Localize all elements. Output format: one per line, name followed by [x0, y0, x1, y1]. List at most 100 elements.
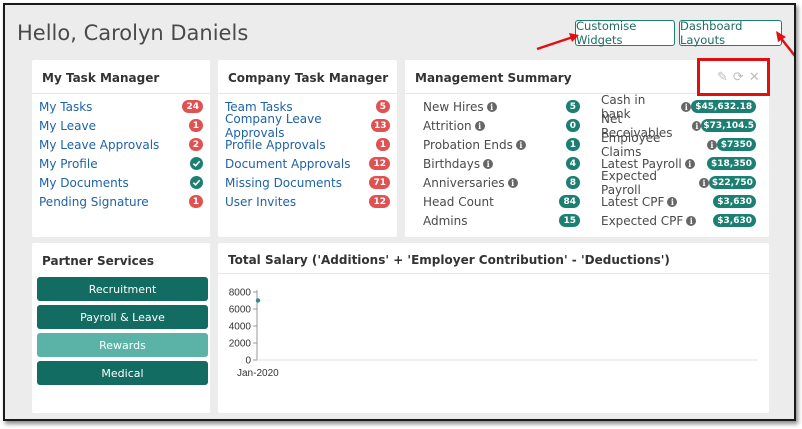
info-icon[interactable]: i: [706, 139, 717, 150]
count-badge: 12: [369, 157, 390, 170]
summary-label-text: Net Receivables: [601, 111, 673, 140]
task-label: User Invites: [225, 194, 297, 209]
task-link[interactable]: My Leave Approvals 2: [39, 135, 203, 154]
widget-controls: ✎ ⟳ ✕: [717, 69, 760, 85]
summary-label: Latest Payroll i: [601, 157, 695, 171]
close-icon[interactable]: ✕: [748, 69, 760, 84]
check-icon: [190, 157, 203, 170]
summary-value-badge: $22,750: [708, 176, 756, 189]
summary-value-badge: 4: [565, 157, 580, 170]
pencil-icon[interactable]: ✎: [717, 69, 728, 84]
count-badge: 24: [182, 100, 203, 113]
task-link[interactable]: My Tasks 24: [39, 97, 203, 116]
annotation-arrow-left: [536, 33, 579, 51]
summary-label: Birthdays i: [423, 157, 494, 171]
task-label: Company Leave Approvals: [225, 111, 322, 140]
management-summary-card: Management Summary New Hires i 5 Attrition i…: [405, 60, 769, 237]
summary-label-text: Probation Ends: [423, 137, 513, 152]
count-badge: 2: [188, 138, 203, 151]
summary-item: Anniversaries i 8: [423, 173, 580, 192]
task-link[interactable]: Pending Signature 1: [39, 192, 203, 211]
divider: [218, 93, 397, 94]
summary-item: Expected Payroll i $22,750: [601, 169, 756, 197]
summary-label-text: Latest CPF: [601, 194, 665, 209]
chart-title: Total Salary ('Additions' + 'Employer Co…: [228, 253, 670, 267]
info-icon[interactable]: i: [507, 177, 518, 188]
summary-label-text: Cash in bank: [601, 92, 646, 121]
summary-item: Net Receivables i $73,104.5: [601, 112, 756, 140]
summary-label: Probation Ends i: [423, 138, 526, 152]
refresh-icon[interactable]: ⟳: [732, 69, 744, 84]
company-task-manager-title: Company Task Manager: [228, 71, 389, 85]
total-salary-card: Total Salary ('Additions' + 'Employer Co…: [218, 243, 769, 413]
task-link[interactable]: Team Tasks 5: [225, 97, 390, 116]
rewards-button[interactable]: Rewards: [37, 333, 208, 357]
info-icon[interactable]: i: [684, 158, 695, 169]
summary-label-text: New Hires: [423, 99, 484, 114]
summary-label: Attrition i: [423, 119, 485, 133]
data-point[interactable]: [255, 298, 261, 303]
task-link[interactable]: User Invites 12: [225, 192, 390, 211]
partner-services-title: Partner Services: [42, 254, 155, 268]
task-label: Pending Signature: [39, 194, 149, 209]
info-icon[interactable]: i: [681, 101, 692, 112]
task-link[interactable]: My Profile: [39, 154, 203, 173]
payroll-leave-button[interactable]: Payroll & Leave: [37, 305, 208, 329]
company-task-list: Team Tasks 5 Company Leave Approvals 13 Prof…: [225, 97, 390, 211]
summary-value-badge: 15: [559, 214, 580, 227]
summary-label: Employee Claims i: [601, 131, 717, 159]
company-task-manager-card: Company Task Manager Team Tasks 5 Company …: [218, 60, 397, 237]
summary-label: Cash in bank i: [601, 92, 692, 121]
summary-item: Birthdays i 4: [423, 154, 580, 173]
summary-value-badge: 0: [565, 119, 580, 132]
count-badge: 12: [369, 195, 390, 208]
info-icon[interactable]: i: [686, 215, 697, 226]
summary-value-badge: $7350: [716, 138, 756, 151]
summary-item: Probation Ends i 1: [423, 135, 580, 154]
info-icon[interactable]: i: [483, 158, 494, 169]
management-summary-title: Management Summary: [415, 71, 572, 85]
info-icon[interactable]: i: [699, 177, 709, 188]
summary-label-text: Head Count: [423, 194, 494, 209]
info-icon[interactable]: i: [474, 120, 485, 131]
summary-right-column: Cash in bank i $45,632.18 Net Receivables i $…: [601, 93, 756, 230]
task-link[interactable]: Company Leave Approvals 13: [225, 112, 390, 140]
summary-label-text: Expected Payroll: [601, 168, 657, 197]
task-label: Document Approvals: [225, 156, 351, 171]
task-link[interactable]: Document Approvals 12: [225, 154, 390, 173]
recruitment-button[interactable]: Recruitment: [37, 277, 208, 301]
info-icon[interactable]: i: [692, 120, 702, 131]
summary-value-badge: $3,630: [713, 214, 756, 227]
info-icon[interactable]: i: [667, 196, 678, 207]
widget-controls-highlight: [697, 58, 770, 96]
summary-value-badge: $18,350: [707, 157, 756, 170]
info-icon[interactable]: i: [515, 139, 526, 150]
task-link[interactable]: Profile Approvals 1: [225, 135, 390, 154]
divider: [405, 93, 769, 94]
summary-label: Latest CPF i: [601, 194, 678, 209]
summary-label: Head Count: [423, 195, 494, 209]
customise-widgets-button[interactable]: Customise Widgets: [575, 19, 675, 47]
task-label: My Profile: [39, 156, 98, 171]
medical-button[interactable]: Medical: [37, 361, 208, 385]
summary-item: Attrition i 0: [423, 116, 580, 135]
summary-label-text: Anniversaries: [423, 175, 505, 190]
task-link[interactable]: My Leave 1: [39, 116, 203, 135]
task-link[interactable]: Missing Documents 71: [225, 173, 390, 192]
summary-value-badge: $45,632.18: [691, 100, 756, 113]
summary-item: Expected CPF i $3,630: [601, 211, 756, 230]
my-task-manager-card: My Task Manager My Tasks 24 My Leave 1 My Le…: [32, 60, 210, 237]
count-badge: 5: [375, 100, 390, 113]
summary-label: Expected CPF i: [601, 214, 697, 228]
info-icon[interactable]: i: [486, 101, 497, 112]
task-label: My Leave: [39, 118, 96, 133]
count-badge: 1: [375, 138, 390, 151]
greeting-title: Hello, Carolyn Daniels: [17, 21, 249, 45]
divider: [218, 273, 769, 274]
my-task-manager-title: My Task Manager: [42, 71, 160, 85]
task-label: My Leave Approvals: [39, 137, 160, 152]
summary-value-badge: 1: [565, 138, 580, 151]
task-link[interactable]: My Documents: [39, 173, 203, 192]
dashboard-layouts-button[interactable]: Dashboard Layouts: [679, 19, 782, 47]
annotation-arrow-right: [776, 31, 794, 57]
